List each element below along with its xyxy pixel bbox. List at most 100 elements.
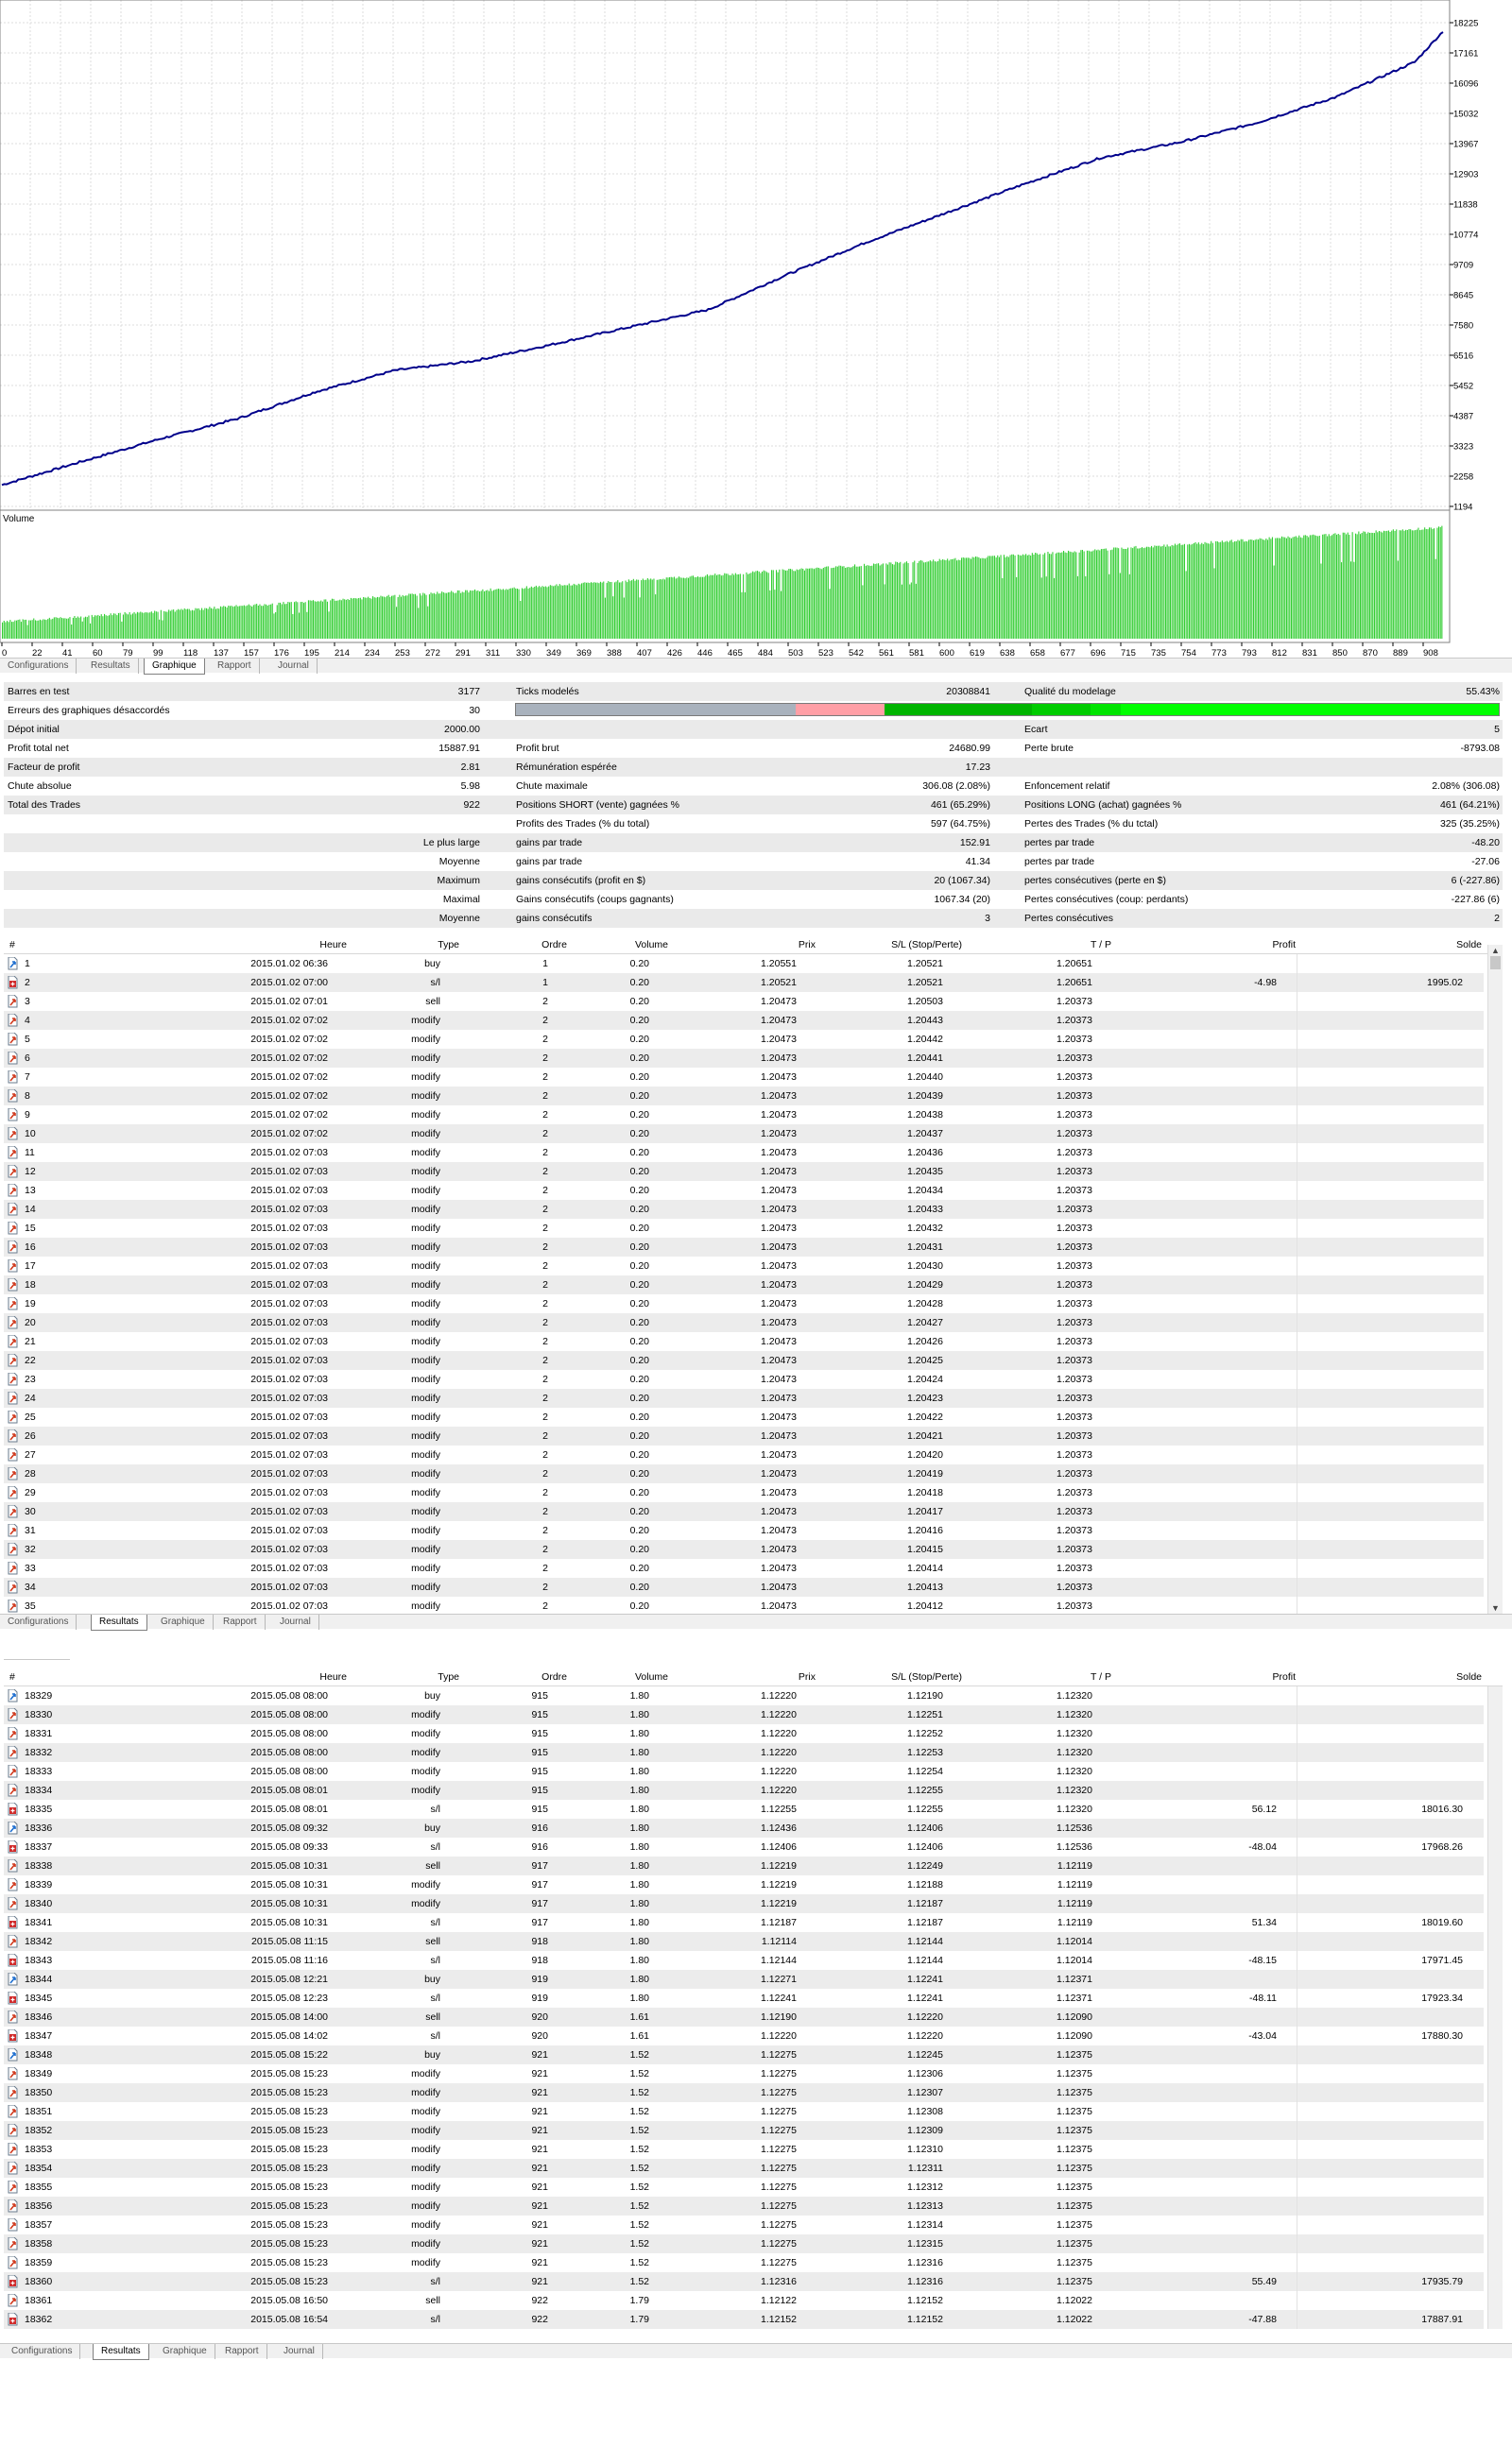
table-row[interactable]: 24 2015.01.02 07:03 modify 2 0.20 1.20473 1.20… — [4, 1389, 1484, 1408]
table-row[interactable]: 18344 2015.05.08 12:21 buy 919 1.80 1.12271 1.… — [4, 1970, 1484, 1989]
table-row[interactable]: 26 2015.01.02 07:03 modify 2 0.20 1.20473 1.20… — [4, 1427, 1484, 1446]
tab-journal[interactable]: Journal — [272, 1615, 319, 1630]
scroll-down-icon[interactable]: ▼ — [1491, 1603, 1500, 1613]
table-row[interactable]: 18355 2015.05.08 15:23 modify 921 1.52 1.1227… — [4, 2178, 1484, 2197]
table-row[interactable]: 34 2015.01.02 07:03 modify 2 0.20 1.20473 1.20… — [4, 1578, 1484, 1597]
tab-rapport[interactable]: Rapport — [210, 659, 260, 674]
table-row[interactable]: 17 2015.01.02 07:03 modify 2 0.20 1.20473 1.20… — [4, 1257, 1484, 1275]
col-balance[interactable]: Solde — [1456, 939, 1482, 950]
table-row[interactable]: 23 2015.01.02 07:03 modify 2 0.20 1.20473 1.20… — [4, 1370, 1484, 1389]
table-row[interactable]: 18334 2015.05.08 08:01 modify 915 1.80 1.1222… — [4, 1781, 1484, 1800]
table-row[interactable]: 18356 2015.05.08 15:23 modify 921 1.52 1.1227… — [4, 2197, 1484, 2216]
table-row[interactable]: 18342 2015.05.08 11:15 sell 918 1.80 1.12114 1… — [4, 1932, 1484, 1951]
tab-resultats[interactable]: Resultats — [83, 659, 139, 674]
table-row[interactable]: 18337 2015.05.08 09:33 s/l 916 1.80 1.12406 1.… — [4, 1838, 1484, 1857]
table-row[interactable]: 7 2015.01.02 07:02 modify 2 0.20 1.20473 1.204… — [4, 1068, 1484, 1087]
table-row[interactable]: 6 2015.01.02 07:02 modify 2 0.20 1.20473 1.204… — [4, 1049, 1484, 1068]
table-row[interactable]: 18358 2015.05.08 15:23 modify 921 1.52 1.1227… — [4, 2234, 1484, 2253]
table-row[interactable]: 8 2015.01.02 07:02 modify 2 0.20 1.20473 1.204… — [4, 1087, 1484, 1105]
table-row[interactable]: 18354 2015.05.08 15:23 modify 921 1.52 1.1227… — [4, 2159, 1484, 2178]
table-row[interactable]: 18359 2015.05.08 15:23 modify 921 1.52 1.1227… — [4, 2253, 1484, 2272]
tab-graphique[interactable]: Graphique — [155, 2344, 215, 2359]
table-row[interactable]: 14 2015.01.02 07:03 modify 2 0.20 1.20473 1.20… — [4, 1200, 1484, 1219]
table-row[interactable]: 35 2015.01.02 07:03 modify 2 0.20 1.20473 1.20… — [4, 1597, 1484, 1614]
col-type[interactable]: Type — [438, 1671, 459, 1683]
col-balance[interactable]: Solde — [1456, 1671, 1482, 1683]
table-row[interactable]: 18332 2015.05.08 08:00 modify 915 1.80 1.1222… — [4, 1743, 1484, 1762]
table-row[interactable]: 16 2015.01.02 07:03 modify 2 0.20 1.20473 1.20… — [4, 1238, 1484, 1257]
col-profit[interactable]: Profit — [1272, 939, 1296, 950]
table-row[interactable]: 28 2015.01.02 07:03 modify 2 0.20 1.20473 1.20… — [4, 1464, 1484, 1483]
col-sl[interactable]: S/L (Stop/Perte) — [891, 939, 962, 950]
table-row[interactable]: 18350 2015.05.08 15:23 modify 921 1.52 1.1227… — [4, 2083, 1484, 2102]
table-row[interactable]: 18349 2015.05.08 15:23 modify 921 1.52 1.1227… — [4, 2064, 1484, 2083]
table-row[interactable]: 32 2015.01.02 07:03 modify 2 0.20 1.20473 1.20… — [4, 1540, 1484, 1559]
table-row[interactable]: 27 2015.01.02 07:03 modify 2 0.20 1.20473 1.20… — [4, 1446, 1484, 1464]
table-row[interactable]: 20 2015.01.02 07:03 modify 2 0.20 1.20473 1.20… — [4, 1313, 1484, 1332]
col-order[interactable]: Ordre — [541, 1671, 567, 1683]
table-row[interactable]: 18343 2015.05.08 11:16 s/l 918 1.80 1.12144 1.… — [4, 1951, 1484, 1970]
tab-journal[interactable]: Journal — [270, 659, 318, 674]
table-row[interactable]: 18338 2015.05.08 10:31 sell 917 1.80 1.12219 1… — [4, 1857, 1484, 1875]
tab-graphique[interactable]: Graphique — [153, 1615, 214, 1630]
table-row[interactable]: 29 2015.01.02 07:03 modify 2 0.20 1.20473 1.20… — [4, 1483, 1484, 1502]
col-order[interactable]: Ordre — [541, 939, 567, 950]
table-row[interactable]: 11 2015.01.02 07:03 modify 2 0.20 1.20473 1.20… — [4, 1143, 1484, 1162]
col-time[interactable]: Heure — [319, 1671, 347, 1683]
col-time[interactable]: Heure — [319, 939, 347, 950]
table-row[interactable]: 18336 2015.05.08 09:32 buy 916 1.80 1.12436 1.… — [4, 1819, 1484, 1838]
col-volume[interactable]: Volume — [634, 1671, 668, 1683]
table-row[interactable]: 18362 2015.05.08 16:54 s/l 922 1.79 1.12152 1.… — [4, 2310, 1484, 2329]
tab-configurations[interactable]: Configurations — [0, 659, 77, 674]
table-row[interactable]: 22 2015.01.02 07:03 modify 2 0.20 1.20473 1.20… — [4, 1351, 1484, 1370]
table-row[interactable]: 10 2015.01.02 07:02 modify 2 0.20 1.20473 1.20… — [4, 1124, 1484, 1143]
table-row[interactable]: 18341 2015.05.08 10:31 s/l 917 1.80 1.12187 1.… — [4, 1913, 1484, 1932]
table-row[interactable]: 1 2015.01.02 06:36 buy 1 0.20 1.20551 1.20521 1… — [4, 954, 1484, 973]
tab-rapport[interactable]: Rapport — [215, 1615, 266, 1630]
vertical-scrollbar[interactable]: ▲ ▼ — [1487, 945, 1503, 1614]
table-row[interactable]: 18345 2015.05.08 12:23 s/l 919 1.80 1.12241 1.… — [4, 1989, 1484, 2008]
table-row[interactable]: 2 2015.01.02 07:00 s/l 1 0.20 1.20521 1.20521 1… — [4, 973, 1484, 992]
table-row[interactable]: 18348 2015.05.08 15:22 buy 921 1.52 1.12275 1.… — [4, 2045, 1484, 2064]
col-volume[interactable]: Volume — [634, 939, 668, 950]
table-row[interactable]: 18 2015.01.02 07:03 modify 2 0.20 1.20473 1.20… — [4, 1275, 1484, 1294]
table-row[interactable]: 18329 2015.05.08 08:00 buy 915 1.80 1.12220 1.… — [4, 1686, 1484, 1705]
col-price[interactable]: Prix — [798, 939, 816, 950]
scroll-up-icon[interactable]: ▲ — [1491, 946, 1500, 955]
table-row[interactable]: 5 2015.01.02 07:02 modify 2 0.20 1.20473 1.204… — [4, 1030, 1484, 1049]
tab-resultats[interactable]: Resultats — [93, 2344, 149, 2360]
col-profit[interactable]: Profit — [1272, 1671, 1296, 1683]
table-row[interactable]: 19 2015.01.02 07:03 modify 2 0.20 1.20473 1.20… — [4, 1294, 1484, 1313]
table-row[interactable]: 18333 2015.05.08 08:00 modify 915 1.80 1.1222… — [4, 1762, 1484, 1781]
table-row[interactable]: 21 2015.01.02 07:03 modify 2 0.20 1.20473 1.20… — [4, 1332, 1484, 1351]
table-row[interactable]: 18331 2015.05.08 08:00 modify 915 1.80 1.1222… — [4, 1724, 1484, 1743]
tab-graphique[interactable]: Graphique — [144, 659, 205, 675]
table-row[interactable]: 18353 2015.05.08 15:23 modify 921 1.52 1.1227… — [4, 2140, 1484, 2159]
table-row[interactable]: 18340 2015.05.08 10:31 modify 917 1.80 1.1221… — [4, 1894, 1484, 1913]
scroll-thumb[interactable] — [1490, 956, 1501, 969]
table-row[interactable]: 18351 2015.05.08 15:23 modify 921 1.52 1.1227… — [4, 2102, 1484, 2121]
table-row[interactable]: 4 2015.01.02 07:02 modify 2 0.20 1.20473 1.204… — [4, 1011, 1484, 1030]
table-row[interactable]: 18335 2015.05.08 08:01 s/l 915 1.80 1.12255 1.… — [4, 1800, 1484, 1819]
tab-resultats[interactable]: Resultats — [91, 1615, 147, 1631]
table-row[interactable]: 18339 2015.05.08 10:31 modify 917 1.80 1.1221… — [4, 1875, 1484, 1894]
table-row[interactable]: 33 2015.01.02 07:03 modify 2 0.20 1.20473 1.20… — [4, 1559, 1484, 1578]
col-type[interactable]: Type — [438, 939, 459, 950]
tab-rapport[interactable]: Rapport — [217, 2344, 267, 2359]
col-tp[interactable]: T / P — [1091, 939, 1111, 950]
col-tp[interactable]: T / P — [1091, 1671, 1111, 1683]
table-row[interactable]: 9 2015.01.02 07:02 modify 2 0.20 1.20473 1.204… — [4, 1105, 1484, 1124]
col-sl[interactable]: S/L (Stop/Perte) — [891, 1671, 962, 1683]
table-row[interactable]: 18346 2015.05.08 14:00 sell 920 1.61 1.12190 1… — [4, 2008, 1484, 2027]
table-row[interactable]: 18360 2015.05.08 15:23 s/l 921 1.52 1.12316 1.… — [4, 2272, 1484, 2291]
col-number[interactable]: # — [9, 1671, 15, 1683]
tab-configurations[interactable]: Configurations — [4, 2344, 81, 2359]
table-row[interactable]: 18330 2015.05.08 08:00 modify 915 1.80 1.1222… — [4, 1705, 1484, 1724]
table-row[interactable]: 18357 2015.05.08 15:23 modify 921 1.52 1.1227… — [4, 2216, 1484, 2234]
table-row[interactable]: 18361 2015.05.08 16:50 sell 922 1.79 1.12122 1… — [4, 2291, 1484, 2310]
col-price[interactable]: Prix — [798, 1671, 816, 1683]
table-row[interactable]: 30 2015.01.02 07:03 modify 2 0.20 1.20473 1.20… — [4, 1502, 1484, 1521]
table-row[interactable]: 15 2015.01.02 07:03 modify 2 0.20 1.20473 1.20… — [4, 1219, 1484, 1238]
tab-journal[interactable]: Journal — [276, 2344, 323, 2359]
table-row[interactable]: 31 2015.01.02 07:03 modify 2 0.20 1.20473 1.20… — [4, 1521, 1484, 1540]
